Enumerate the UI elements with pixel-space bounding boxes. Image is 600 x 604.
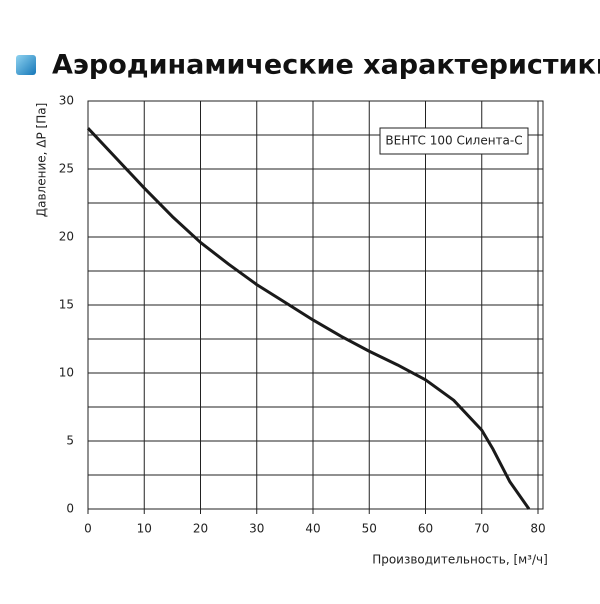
y-tick-label: 30: [59, 94, 74, 108]
line-series: [86, 127, 531, 510]
title-icon: [16, 55, 36, 75]
x-tick-label: 50: [362, 522, 377, 536]
x-axis-label: Производительность, [м³/ч]: [372, 553, 548, 567]
x-tick-label: 40: [305, 522, 320, 536]
chart-title: Аэродинамические характеристики: [52, 50, 600, 81]
legend-box: [379, 127, 529, 155]
y-tick-label: 5: [66, 434, 74, 448]
y-tick-label: 25: [59, 162, 74, 176]
x-tick-label: 10: [137, 522, 152, 536]
y-tick-label: 0: [66, 502, 74, 516]
x-tick-label: 70: [474, 522, 489, 536]
y-tick-label: 15: [59, 298, 74, 312]
x-tick-label: 20: [193, 522, 208, 536]
legend-label: ВЕНТС 100 Силента-С: [385, 134, 522, 148]
x-tick-label: 80: [530, 522, 545, 536]
y-tick-label: 10: [59, 366, 74, 380]
x-tick-label: 0: [84, 522, 92, 536]
x-tick-label: 30: [249, 522, 264, 536]
x-tick-label: 60: [418, 522, 433, 536]
y-axis-label: Давление, ΔP [Па]: [35, 103, 49, 218]
y-tick-label: 20: [59, 230, 74, 244]
plot-border: [87, 100, 544, 510]
